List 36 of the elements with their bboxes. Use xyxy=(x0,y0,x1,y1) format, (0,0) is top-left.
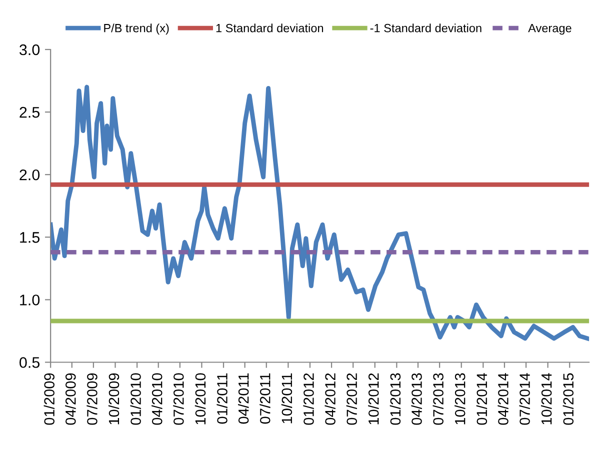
y-tick-label: 1.5 xyxy=(20,232,40,243)
x-tick-label: 01/2011 xyxy=(216,373,228,424)
x-tick-label: 01/2015 xyxy=(562,373,574,425)
x-tick-label: 04/2012 xyxy=(324,373,336,425)
y-tick-label: 2.5 xyxy=(20,106,40,118)
x-tick-label: 07/2013 xyxy=(432,373,444,425)
legend-label: P/B trend (x) xyxy=(104,24,169,35)
x-tick-label: 01/2013 xyxy=(390,373,401,425)
x-tick-label: 01/2012 xyxy=(303,373,314,425)
x-tick-label: 10/2011 xyxy=(281,373,292,424)
x-tick-label: 10/2014 xyxy=(541,373,552,424)
x-tick-label: 04/2013 xyxy=(411,373,422,425)
x-tick-label: 07/2014 xyxy=(519,373,530,425)
legend-label: 1 Standard deviation xyxy=(216,24,324,32)
x-tick-label: 10/2009 xyxy=(108,373,120,424)
x-tick-label: 07/2012 xyxy=(346,373,358,425)
x-tick-label: 10/2013 xyxy=(454,373,466,424)
x-tick-label: 07/2010 xyxy=(173,373,184,425)
line-series xyxy=(50,84,590,341)
x-tick-label: 10/2010 xyxy=(194,373,206,424)
legend-label: -1 Standard deviation xyxy=(370,24,482,32)
y-tick-label: 1.0 xyxy=(20,294,40,306)
x-tick-label: 01/2009 xyxy=(44,373,54,425)
y-tick-label: 2.0 xyxy=(20,169,40,180)
x-tick-label: 01/2014 xyxy=(476,373,488,425)
x-tick-label: 04/2010 xyxy=(152,373,162,425)
x-tick-label: 04/2011 xyxy=(238,373,249,424)
x-tick-label: 07/2011 xyxy=(260,373,270,424)
legend-label: Average xyxy=(528,24,572,35)
x-tick-label: 10/2012 xyxy=(368,373,379,424)
x-tick-label: 01/2010 xyxy=(130,373,141,425)
y-tick-label: 0.5 xyxy=(20,357,40,368)
y-tick-label: 3.0 xyxy=(20,44,40,56)
x-tick-label: 04/2009 xyxy=(65,373,76,425)
x-tick-label: 07/2009 xyxy=(86,373,98,425)
x-tick-label: 04/2014 xyxy=(498,373,508,425)
